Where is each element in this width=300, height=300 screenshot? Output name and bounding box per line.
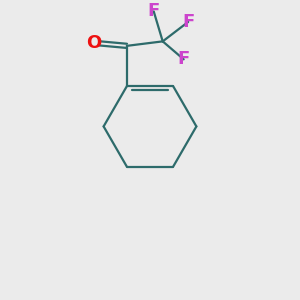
- Text: F: F: [148, 2, 160, 20]
- Text: F: F: [182, 13, 194, 31]
- Text: F: F: [178, 50, 190, 68]
- Text: O: O: [86, 34, 101, 52]
